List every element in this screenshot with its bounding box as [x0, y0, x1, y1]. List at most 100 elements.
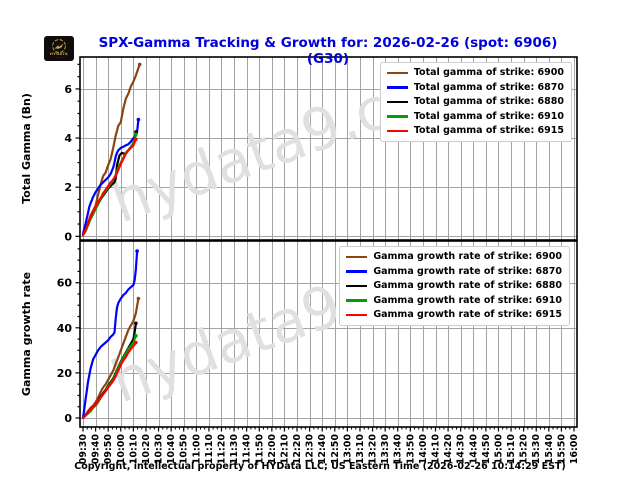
- legend-item: Total gamma of strike: 6870: [386, 81, 564, 94]
- legend-label: Total gamma of strike: 6910: [413, 110, 564, 122]
- hydata-logo: HYDATA .......: [44, 36, 74, 61]
- data-line: [81, 138, 137, 237]
- y-axis-label: Gamma growth rate: [20, 272, 33, 396]
- last-point-marker: [134, 130, 138, 134]
- x-tick-label: 14:40: [468, 434, 479, 465]
- x-tick-label: 12:10: [279, 434, 290, 465]
- x-tick-label: 11:20: [216, 434, 227, 465]
- x-tick-label: 11:40: [242, 434, 253, 465]
- x-tick-label: 13:00: [342, 434, 353, 465]
- x-axis-ticks: 09:30 09:40 09:50 10:00 10:10 10:20 10:30 10:40…: [78, 427, 580, 464]
- legend-item: Gamma growth rate of strike: 6870: [346, 266, 562, 278]
- legend-item: Total gamma of strike: 6900: [386, 67, 564, 79]
- legend-label: Gamma growth rate of strike: 6900: [373, 251, 562, 262]
- x-tick-label: 15:40: [544, 434, 555, 465]
- x-tick-label: 13:10: [355, 434, 366, 465]
- x-tick-label: 13:30: [380, 434, 391, 465]
- x-tick-label: 09:50: [103, 434, 114, 465]
- y-tick-label: 0: [64, 412, 72, 425]
- legend-line-swatch: [386, 71, 408, 75]
- legend-growth-rate: Gamma growth rate of strike: 6900 Gamma g…: [339, 246, 570, 326]
- x-tick-label: 13:50: [405, 434, 416, 465]
- logo-text: HYDATA: [49, 51, 69, 56]
- legend-item: Gamma growth rate of strike: 6880: [346, 280, 562, 292]
- x-tick-label: 14:50: [481, 434, 492, 465]
- y-tick-label: 4: [64, 132, 72, 145]
- page-title: SPX-Gamma Tracking & Growth for: 2026-02…: [98, 35, 558, 67]
- x-tick-label: 14:20: [443, 434, 454, 465]
- x-tick-label: 10:50: [179, 434, 190, 465]
- y-tick-label: 0: [64, 230, 72, 243]
- x-tick-label: 12:20: [292, 434, 303, 465]
- data-line: [81, 341, 137, 420]
- x-tick-label: 12:30: [305, 434, 316, 465]
- x-tick-label: 16:00: [569, 434, 580, 465]
- copyright-text: Copyright, intellectual property of HYDa…: [74, 461, 566, 472]
- x-tick-label: 09:40: [91, 434, 102, 465]
- y-axis-label: Total Gamma (Bn): [20, 93, 33, 204]
- legend-label: Gamma growth rate of strike: 6870: [373, 265, 562, 277]
- x-tick-label: 12:50: [330, 434, 341, 465]
- x-tick-label: 15:00: [493, 434, 504, 465]
- x-tick-label: 10:20: [141, 434, 152, 465]
- legend-label: Total gamma of strike: 6880: [413, 96, 564, 107]
- logo-dots: .......: [52, 54, 66, 59]
- y-axis-ticks: 0 2 4 6: [64, 63, 80, 243]
- y-tick-label: 40: [57, 322, 73, 335]
- series-lines: [81, 62, 142, 237]
- plot-border: [79, 240, 578, 428]
- legend-item: Gamma growth rate of strike: 6915: [346, 309, 562, 321]
- last-point-marker: [135, 249, 139, 253]
- legend-line-swatch: [346, 284, 368, 288]
- last-point-marker: [134, 321, 138, 326]
- x-tick-label: 15:10: [506, 434, 517, 465]
- last-point-marker: [136, 296, 141, 301]
- x-tick-label: 13:20: [368, 434, 379, 465]
- y-tick-label: 20: [57, 367, 73, 380]
- x-tick-label: 14:10: [431, 434, 442, 465]
- x-tick-label: 09:30: [78, 434, 89, 465]
- legend-item: Total gamma of strike: 6910: [386, 110, 564, 123]
- x-tick-label: 10:30: [154, 434, 165, 465]
- legend-line-swatch: [386, 129, 408, 133]
- x-tick-label: 10:40: [166, 434, 177, 465]
- legend-label: Gamma growth rate of strike: 6910: [373, 294, 562, 306]
- legend-line-swatch: [346, 255, 368, 259]
- legend-label: Gamma growth rate of strike: 6915: [373, 309, 562, 320]
- x-tick-label: 15:30: [531, 434, 542, 465]
- legend-item: Gamma growth rate of strike: 6900: [346, 251, 562, 263]
- legend-line-swatch: [386, 115, 408, 118]
- legend-item: Total gamma of strike: 6915: [386, 125, 564, 137]
- x-tick-label: 14:30: [456, 434, 467, 465]
- data-line: [81, 118, 140, 235]
- last-point-marker: [134, 333, 138, 338]
- last-point-marker: [134, 137, 138, 142]
- legend-item: Gamma growth rate of strike: 6910: [346, 295, 562, 307]
- y-tick-label: 2: [64, 181, 72, 194]
- last-point-marker: [136, 117, 141, 122]
- y-axis-ticks: 0 20 40 60: [57, 248, 80, 425]
- x-tick-label: 15:20: [519, 434, 530, 465]
- legend-line-swatch: [346, 270, 368, 273]
- x-tick-label: 14:00: [418, 434, 429, 465]
- gridlines: [80, 57, 577, 240]
- y-tick-label: 60: [57, 277, 73, 290]
- series-lines: [81, 249, 141, 420]
- legend-total-gamma: Total gamma of strike: 6900 Total gamma o…: [379, 62, 572, 142]
- legend-line-swatch: [386, 86, 408, 89]
- plot-border: [79, 56, 578, 241]
- legend-line-swatch: [346, 313, 368, 317]
- x-tick-label: 10:00: [116, 434, 127, 465]
- legend-label: Total gamma of strike: 6900: [413, 67, 564, 78]
- legend-line-swatch: [346, 299, 368, 302]
- x-tick-label: 12:00: [267, 434, 278, 465]
- legend-label: Total gamma of strike: 6870: [413, 81, 564, 93]
- last-point-marker: [134, 132, 138, 137]
- last-point-marker: [134, 340, 138, 345]
- x-tick-label: 15:50: [556, 434, 567, 465]
- legend-line-swatch: [386, 100, 408, 104]
- x-tick-label: 13:40: [393, 434, 404, 465]
- y-tick-label: 6: [64, 83, 72, 96]
